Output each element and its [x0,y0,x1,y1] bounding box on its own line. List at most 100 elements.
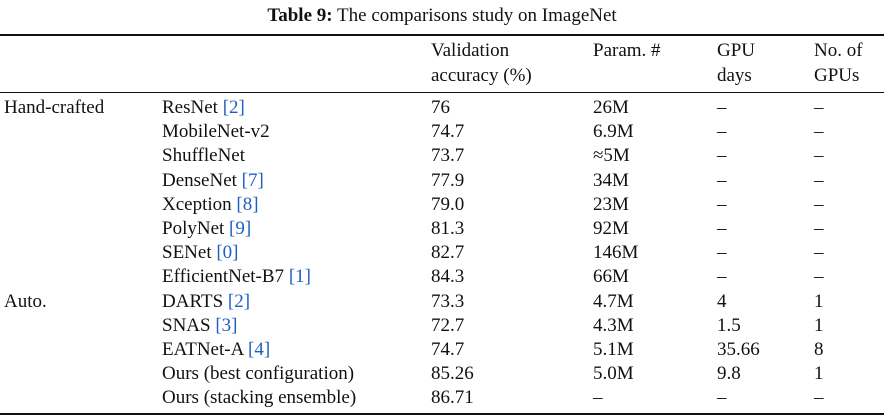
header-gpu-days: GPU days [717,40,756,86]
row-num-gpus: 1 [814,290,824,312]
row-gpu-days: 1.5 [717,314,741,336]
table-row: SENet [0] 82.7 146M – – [0,241,884,265]
citation-link[interactable]: [8] [236,193,259,215]
method-name-text: PolyNet [162,218,225,239]
row-num-gpus: – [814,97,824,118]
table-row: EATNet-A [4] 74.7 5.1M 35.66 8 [0,338,884,362]
citation-link[interactable]: [2] [227,290,251,312]
row-accuracy: 76 [431,97,450,118]
row-gpu-days: – [717,193,727,215]
header-accuracy: Validation accuracy (%) [431,40,532,86]
row-accuracy: 72.7 [431,314,465,336]
row-params: 26M [593,97,629,118]
citation-link[interactable]: [3] [215,314,238,336]
row-accuracy: 79.0 [431,193,465,215]
row-params: ≈5M [593,145,630,167]
row-gpu-days: – [717,121,727,143]
row-accuracy: 73.3 [431,290,465,312]
row-method-name: SENet [0] [162,241,239,265]
row-num-gpus: 8 [814,339,824,360]
row-num-gpus: – [814,242,824,264]
top-rule [0,34,884,36]
row-method-name: ShuffleNet [162,144,245,168]
row-accuracy: 85.26 [431,363,474,385]
row-num-gpus: 1 [814,363,824,385]
table-caption-text: The comparisons study on ImageNet [337,5,617,26]
row-params: 34M [593,169,629,191]
row-accuracy: 74.7 [431,339,465,360]
row-num-gpus: – [814,193,824,215]
table-row: PolyNet [9] 81.3 92M – – [0,217,884,241]
row-num-gpus: – [814,169,824,191]
header-rule [0,92,884,93]
row-gpu-days: 4 [717,290,727,312]
row-method-name: DARTS [2] [162,290,250,314]
row-num-gpus: – [814,121,824,143]
row-method-name: ResNet [2] [162,96,245,120]
table-row: Hand-crafted ResNet [2] 76 26M – – [0,96,884,120]
row-num-gpus: 1 [814,314,824,336]
row-method-name: MobileNet-v2 [162,120,270,144]
row-method-name: EATNet-A [4] [162,338,270,362]
citation-link[interactable]: [9] [229,218,252,239]
table-row: EfficientNet-B7 [1] 84.3 66M – – [0,265,884,289]
header-params: Param. # [593,40,661,61]
row-accuracy: 82.7 [431,242,465,264]
row-method-name: DenseNet [7] [162,169,264,193]
method-name-text: Ours (stacking ensemble) [162,387,357,409]
row-method-name: Ours (stacking ensemble) [162,386,356,410]
row-method-name: Xception [8] [162,193,259,217]
row-num-gpus: – [814,266,824,288]
citation-link[interactable]: [4] [248,339,271,360]
table-row: MobileNet-v2 74.7 6.9M – – [0,120,884,144]
method-name-text: Ours (best configuration) [162,363,355,385]
table-row: Ours (stacking ensemble) 86.71 – – – [0,386,884,410]
header-num-gpus: No. of GPUs [814,40,863,86]
table-row: DenseNet [7] 77.9 34M – – [0,169,884,193]
citation-link[interactable]: [7] [241,169,264,191]
row-params: 6.9M [593,121,634,143]
row-params: 23M [593,193,629,215]
table-row: Xception [8] 79.0 23M – – [0,193,884,217]
row-gpu-days: – [717,97,727,118]
row-num-gpus: – [814,145,824,167]
row-group-label: Auto. [4,290,47,312]
row-params: 5.1M [593,339,634,360]
method-name-text: DenseNet [162,169,237,191]
row-params: 5.0M [593,363,634,385]
table-row: Ours (best configuration) 85.26 5.0M 9.8 1 [0,362,884,386]
row-method-name: PolyNet [9] [162,217,251,241]
method-name-text: DARTS [162,290,224,312]
method-name-text: SNAS [162,314,211,336]
row-accuracy: 73.7 [431,145,465,167]
row-params: – [593,387,603,409]
method-name-text: EfficientNet-B7 [162,266,285,288]
row-params: 146M [593,242,639,264]
table-caption: Table 9: The comparisons study on ImageN… [0,4,884,28]
table-row: ShuffleNet 73.7 ≈5M – – [0,144,884,168]
bottom-rule [0,413,884,415]
row-gpu-days: – [717,145,727,167]
row-accuracy: 74.7 [431,121,465,143]
row-accuracy: 86.71 [431,387,474,409]
row-gpu-days: – [717,387,727,409]
row-gpu-days: – [717,169,727,191]
row-params: 92M [593,218,629,239]
table-row: SNAS [3] 72.7 4.3M 1.5 1 [0,314,884,338]
row-method-name: SNAS [3] [162,314,237,338]
row-group-label: Hand-crafted [4,97,105,118]
citation-link[interactable]: [0] [216,242,239,264]
row-gpu-days: – [717,218,727,239]
row-params: 4.7M [593,290,634,312]
method-name-text: Xception [162,193,232,215]
table-caption-label: Table 9: [267,5,333,26]
row-method-name: EfficientNet-B7 [1] [162,265,311,289]
table-row: Auto. DARTS [2] 73.3 4.7M 4 1 [0,290,884,314]
row-gpu-days: 35.66 [717,339,760,360]
citation-link[interactable]: [2] [222,97,245,118]
row-accuracy: 81.3 [431,218,465,239]
row-params: 66M [593,266,629,288]
method-name-text: ShuffleNet [162,145,246,167]
method-name-text: EATNet-A [162,339,244,360]
citation-link[interactable]: [1] [288,266,311,288]
